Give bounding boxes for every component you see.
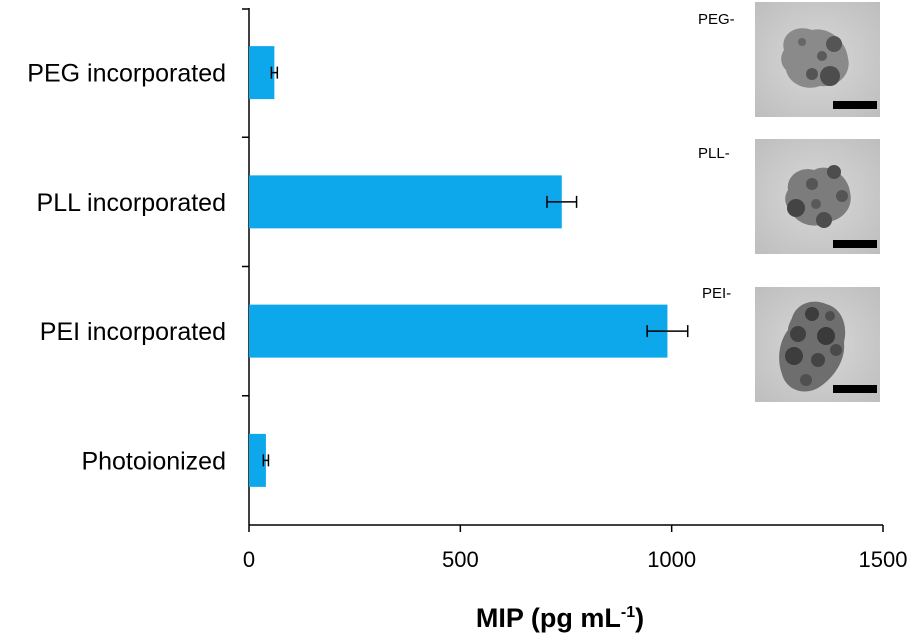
tem-inset-pll: PLL-: [698, 139, 880, 254]
particle: [820, 66, 840, 86]
x-tick-label: 0: [243, 547, 255, 572]
particle: [816, 212, 832, 228]
category-label: PLL incorporated: [37, 189, 226, 217]
scale-bar: [833, 385, 877, 393]
particle: [836, 190, 848, 202]
particle: [790, 326, 806, 342]
x-tick-label: 1000: [647, 547, 696, 572]
bar: [249, 433, 266, 487]
error-bars: [262, 66, 689, 467]
x-axis-title-main: MIP (pg mL: [476, 603, 621, 633]
tem-inset-pei: PEI-: [702, 285, 880, 402]
particle: [817, 327, 835, 345]
x-tick-label: 500: [442, 547, 479, 572]
category-label: PEI incorporated: [40, 318, 226, 346]
particle: [811, 353, 825, 367]
bars: [249, 46, 668, 487]
particle: [817, 51, 827, 61]
bar: [249, 175, 562, 229]
x-axis-ticks: 0 500 1000 1500: [243, 525, 908, 572]
bar: [249, 46, 275, 100]
particle: [806, 178, 818, 190]
inset-label: PLL-: [698, 145, 730, 162]
particle: [825, 311, 835, 321]
particle: [785, 347, 803, 365]
particle: [811, 199, 821, 209]
category-label: PEG incorporated: [27, 60, 226, 88]
particle: [787, 199, 805, 217]
category-labels: PEG incorporated PLL incorporated PEI inco…: [27, 60, 226, 476]
particle: [806, 68, 818, 80]
scale-bar: [833, 240, 877, 248]
x-axis-title-close: ): [635, 603, 644, 633]
particle: [798, 38, 806, 46]
tem-inset-peg: PEG-: [698, 2, 880, 117]
particle: [800, 374, 812, 386]
x-tick-label: 1500: [859, 547, 908, 572]
y-axis-ticks: [242, 8, 249, 397]
particle: [826, 36, 842, 52]
particle: [827, 165, 841, 179]
x-axis-title-superscript: -1: [621, 604, 635, 621]
particle-cluster: [779, 301, 846, 392]
bar: [249, 304, 668, 358]
particle: [830, 344, 842, 356]
category-label: Photoionized: [81, 447, 226, 475]
particle: [805, 307, 819, 321]
scale-bar: [833, 101, 877, 109]
inset-label: PEG-: [698, 11, 735, 28]
inset-label: PEI-: [702, 285, 731, 302]
x-axis-title: MIP (pg mL-1): [476, 603, 644, 633]
